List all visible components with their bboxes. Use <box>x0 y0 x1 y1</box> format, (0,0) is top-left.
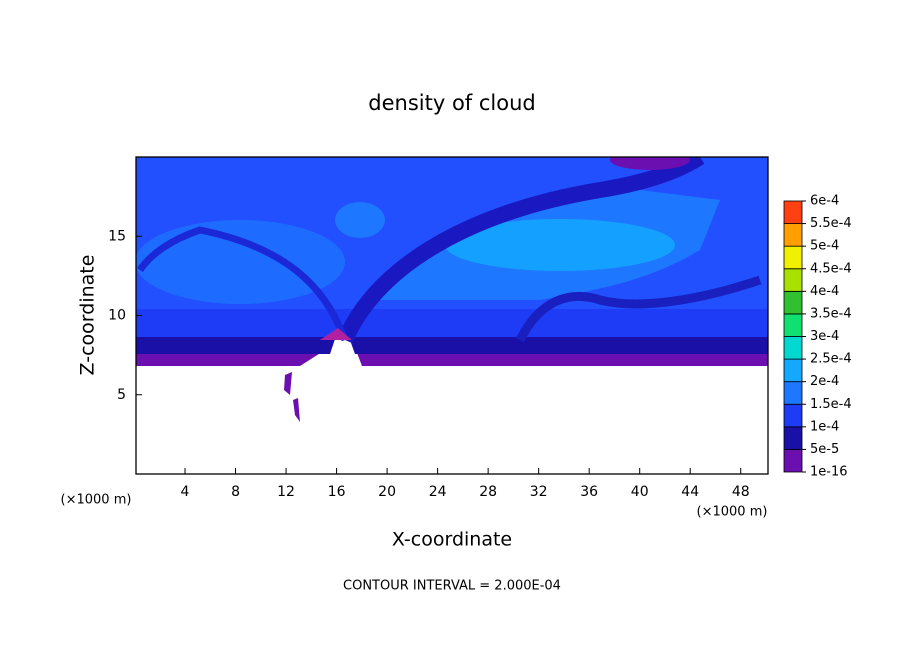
x-unit-left: (×1000 m) <box>61 493 132 508</box>
colorbar-box <box>783 290 803 315</box>
colorbar-box <box>783 449 803 473</box>
colorbar-box <box>783 381 803 405</box>
colorbar-label: 5e-5 <box>810 442 839 457</box>
x-tick-label: 28 <box>479 484 497 500</box>
x-tick-label: 4 <box>181 484 190 500</box>
colorbar-label: 3.5e-4 <box>810 306 852 321</box>
colorbar-box <box>783 426 803 450</box>
colorbar-label: 4.5e-4 <box>810 261 852 276</box>
colorbar-label: 2.5e-4 <box>810 352 852 367</box>
colorbar-box <box>783 403 803 428</box>
colorbar-label: 1e-4 <box>810 419 839 434</box>
colorbar-label: 4e-4 <box>810 284 839 299</box>
colorbar-label: 5e-4 <box>810 239 839 254</box>
x-tick-label: 40 <box>631 484 649 500</box>
chart-title: density of cloud <box>368 91 535 115</box>
colorbar-label: 1.5e-4 <box>810 397 852 412</box>
colorbar-label: 2e-4 <box>810 374 839 389</box>
colorbar-label: 3e-4 <box>810 329 839 344</box>
x-tick-label: 8 <box>231 484 240 500</box>
colorbar-box <box>783 200 803 224</box>
colorbar-box <box>783 336 803 360</box>
y-tick-label: 5 <box>117 387 126 403</box>
contour-field <box>136 157 768 422</box>
colorbar-box <box>783 313 803 337</box>
colorbar-box <box>783 358 803 383</box>
x-axis-label: X-coordinate <box>392 529 512 551</box>
colorbar-label: 6e-4 <box>810 194 839 209</box>
colorbar-label: 5.5e-4 <box>810 216 852 231</box>
colorbar-box <box>783 245 803 270</box>
colorbar-label: 1e-16 <box>810 465 848 480</box>
x-tick-label: 12 <box>277 484 295 500</box>
x-tick-label: 24 <box>429 484 447 500</box>
x-unit-right: (×1000 m) <box>697 505 768 520</box>
footer-note: CONTOUR INTERVAL = 2.000E-04 <box>343 579 561 594</box>
x-tick-label: 16 <box>328 484 346 500</box>
x-tick-label: 36 <box>580 484 598 500</box>
x-tick-label: 32 <box>530 484 548 500</box>
colorbar-box <box>783 268 803 292</box>
x-tick-label: 44 <box>681 484 699 500</box>
y-axis-label: Z-coordinate <box>77 255 99 376</box>
x-tick-label: 20 <box>378 484 396 500</box>
y-tick-label: 15 <box>108 228 126 244</box>
x-tick-label: 48 <box>732 484 750 500</box>
y-tick-label: 10 <box>108 308 126 324</box>
colorbar-box <box>783 223 803 247</box>
